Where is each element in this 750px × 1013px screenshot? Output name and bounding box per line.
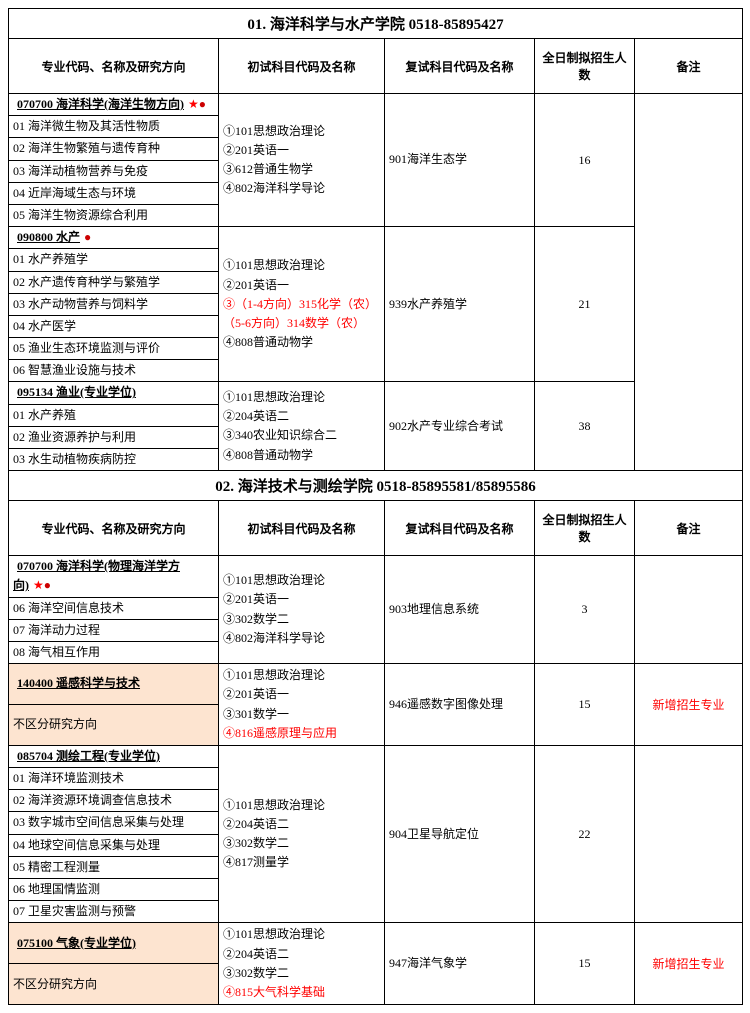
retest-exam: 946遥感数字图像处理 — [385, 664, 535, 746]
column-header: 备注 — [635, 39, 743, 94]
note — [635, 94, 743, 471]
direction: 不区分研究方向 — [9, 964, 219, 1005]
retest-exam: 903地理信息系统 — [385, 556, 535, 664]
quota: 22 — [535, 745, 635, 923]
direction: 06 海洋空间信息技术 — [9, 597, 219, 619]
column-header: 初试科目代码及名称 — [219, 39, 385, 94]
column-header: 专业代码、名称及研究方向 — [9, 501, 219, 556]
prelim-exams: ①101思想政治理论②201英语一③612普通生物学④802海洋科学导论 — [219, 94, 385, 227]
direction: 01 海洋环境监测技术 — [9, 768, 219, 790]
direction: 05 渔业生态环境监测与评价 — [9, 338, 219, 360]
column-header: 复试科目代码及名称 — [385, 501, 535, 556]
direction: 02 渔业资源养护与利用 — [9, 426, 219, 448]
direction: 07 海洋动力过程 — [9, 619, 219, 641]
retest-exam: 902水产专业综合考试 — [385, 382, 535, 471]
program-header: 140400 遥感科学与技术 — [9, 664, 219, 705]
direction: 08 海气相互作用 — [9, 641, 219, 663]
program-header: 090800 水产● — [9, 227, 219, 249]
retest-exam: 901海洋生态学 — [385, 94, 535, 227]
direction: 03 水产动物营养与饲料学 — [9, 293, 219, 315]
section-title: 01. 海洋科学与水产学院 0518-85895427 — [9, 9, 743, 39]
section-title: 02. 海洋技术与测绘学院 0518-85895581/85895586 — [9, 471, 743, 501]
column-header: 备注 — [635, 501, 743, 556]
direction: 06 智慧渔业设施与技术 — [9, 360, 219, 382]
prelim-exams: ①101思想政治理论②201英语一③302数学二④802海洋科学导论 — [219, 556, 385, 664]
direction: 06 地理国情监测 — [9, 879, 219, 901]
column-header: 全日制拟招生人数 — [535, 39, 635, 94]
retest-exam: 939水产养殖学 — [385, 227, 535, 382]
column-header: 初试科目代码及名称 — [219, 501, 385, 556]
prelim-exams: ①101思想政治理论②204英语二③302数学二④815大气科学基础 — [219, 923, 385, 1005]
direction: 05 精密工程测量 — [9, 856, 219, 878]
retest-exam: 947海洋气象学 — [385, 923, 535, 1005]
direction: 01 水产养殖 — [9, 404, 219, 426]
quota: 16 — [535, 94, 635, 227]
program-header: 070700 海洋科学(物理海洋学方向)★● — [9, 556, 219, 597]
direction: 02 水产遗传育种学与繁殖学 — [9, 271, 219, 293]
prelim-exams: ①101思想政治理论②204英语二③302数学二④817测量学 — [219, 745, 385, 923]
program-header: 095134 渔业(专业学位) — [9, 382, 219, 404]
direction: 不区分研究方向 — [9, 705, 219, 746]
note: 新增招生专业 — [635, 923, 743, 1005]
admissions-table: 01. 海洋科学与水产学院 0518-85895427专业代码、名称及研究方向初… — [8, 8, 743, 1005]
quota: 15 — [535, 664, 635, 746]
direction: 03 海洋动植物营养与免疫 — [9, 160, 219, 182]
note — [635, 556, 743, 664]
column-header: 复试科目代码及名称 — [385, 39, 535, 94]
direction: 04 地球空间信息采集与处理 — [9, 834, 219, 856]
direction: 03 水生动植物疾病防控 — [9, 449, 219, 471]
direction: 01 水产养殖学 — [9, 249, 219, 271]
column-header: 专业代码、名称及研究方向 — [9, 39, 219, 94]
note: 新增招生专业 — [635, 664, 743, 746]
quota: 3 — [535, 556, 635, 664]
retest-exam: 904卫星导航定位 — [385, 745, 535, 923]
direction: 02 海洋资源环境调查信息技术 — [9, 790, 219, 812]
program-header: 085704 测绘工程(专业学位) — [9, 745, 219, 767]
note — [635, 745, 743, 923]
prelim-exams: ①101思想政治理论②201英语一③301数学一④816遥感原理与应用 — [219, 664, 385, 746]
direction: 04 近岸海域生态与环境 — [9, 182, 219, 204]
direction: 04 水产医学 — [9, 315, 219, 337]
quota: 38 — [535, 382, 635, 471]
direction: 01 海洋微生物及其活性物质 — [9, 116, 219, 138]
direction: 07 卫星灾害监测与预警 — [9, 901, 219, 923]
direction: 03 数字城市空间信息采集与处理 — [9, 812, 219, 834]
program-header: 070700 海洋科学(海洋生物方向)★● — [9, 94, 219, 116]
quota: 21 — [535, 227, 635, 382]
direction: 02 海洋生物繁殖与遗传育种 — [9, 138, 219, 160]
prelim-exams: ①101思想政治理论②204英语二③340农业知识综合二④808普通动物学 — [219, 382, 385, 471]
prelim-exams: ①101思想政治理论②201英语一③（1-4方向）315化学（农） （5-6方向… — [219, 227, 385, 382]
quota: 15 — [535, 923, 635, 1005]
direction: 05 海洋生物资源综合利用 — [9, 204, 219, 226]
column-header: 全日制拟招生人数 — [535, 501, 635, 556]
program-header: 075100 气象(专业学位) — [9, 923, 219, 964]
